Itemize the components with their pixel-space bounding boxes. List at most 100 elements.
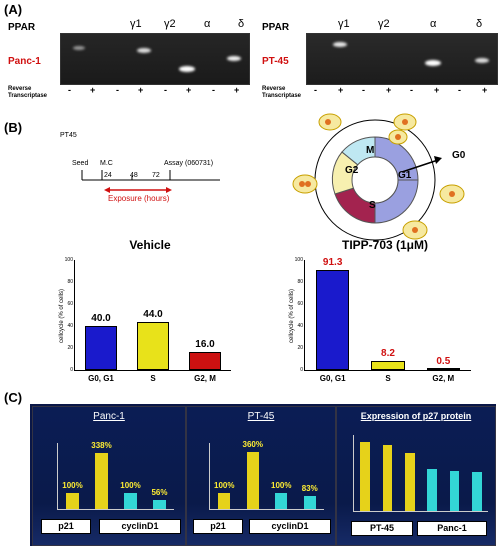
bar	[472, 472, 482, 511]
gel-band	[73, 46, 85, 50]
chart-title: TIPP-703 (1μM)	[341, 238, 429, 252]
bar-value-label: 8.2	[381, 347, 395, 359]
y-tick-label: 0	[300, 367, 303, 373]
chart-ylabel: cellcycle (% of cells)	[289, 289, 295, 344]
plot-area: 100 80 60 40 20 0 40.0 G0, G1 44.0 S 16.0 G2, M	[65, 257, 231, 383]
x-category-label: G2, M	[194, 374, 216, 383]
percent-label: 100%	[271, 481, 292, 491]
phase-s-label: S	[369, 200, 376, 211]
plot-area: 100 80 60 40 20 0 91.3 G0, G1 8.2 S 0.5 G2, M	[295, 257, 471, 383]
arrow-head-left-icon	[104, 187, 110, 193]
timeline-diagram	[81, 170, 220, 193]
rt-sign: +	[90, 85, 96, 95]
rt-sign: -	[410, 85, 413, 95]
bar	[316, 269, 350, 370]
bar	[303, 495, 316, 509]
phase-m-label: M	[366, 145, 375, 156]
rt-sign: +	[434, 85, 440, 95]
bar-value-label: 16.0	[195, 339, 215, 351]
y-tick-label: 40	[297, 323, 303, 329]
rt-sign: +	[138, 85, 144, 95]
p27-expression-panel: Expression of p27 protein PT-45 Panc-1	[336, 406, 496, 546]
y-tick-label: 60	[67, 301, 73, 307]
bar	[427, 468, 437, 511]
panel-title: Expression of p27 protein	[360, 411, 472, 421]
chart-ylabel: cellcycle (% of cells)	[59, 289, 65, 344]
isoform-label: γ1	[338, 18, 350, 30]
rt-sign: +	[234, 85, 240, 95]
bar	[189, 352, 221, 370]
rt-sign: +	[482, 85, 488, 95]
rt-label-line1: Reverse	[262, 86, 286, 92]
panel-b-label: (B)	[4, 120, 23, 135]
rt-sign: -	[116, 85, 119, 95]
bar	[95, 453, 108, 509]
y-tick-label: 20	[67, 345, 73, 351]
isoform-label: α	[430, 18, 437, 30]
gel-band	[425, 60, 441, 66]
timeline-cell-line: PT45	[60, 132, 77, 139]
g0-label: G0	[452, 150, 466, 161]
gel-band	[475, 58, 489, 63]
chart-tipp703: TIPP-703 (1μM) cellcycle (% of cells) 10…	[289, 238, 480, 388]
y-tick-label: 40	[67, 323, 73, 329]
bar	[360, 441, 370, 511]
x-category-label: S	[385, 374, 391, 383]
cycle-center	[351, 156, 399, 204]
y-tick-label: 20	[297, 345, 303, 351]
chart-vehicle: Vehicle cellcycle (% of cells) 100 80 60 40…	[59, 238, 240, 388]
y-tick-label: 0	[70, 367, 73, 373]
timeline-tick-label: 48	[130, 172, 138, 179]
timeline-assay: Assay (060731)	[164, 160, 214, 167]
ppar-header: PPAR	[8, 22, 36, 33]
bar	[405, 452, 415, 511]
rt-sign: +	[186, 85, 192, 95]
rt-label-line2: Transcriptase	[8, 93, 48, 99]
bar	[275, 493, 288, 509]
timeline-tick-label: 72	[152, 172, 160, 179]
gel-band	[333, 42, 347, 47]
gel-image-pt45	[306, 33, 498, 85]
percent-label: 338%	[91, 441, 112, 451]
y-tick-label: 60	[297, 301, 303, 307]
protein-box-label: p21	[193, 519, 243, 534]
bar	[85, 326, 117, 370]
bar	[137, 321, 169, 370]
bar	[66, 492, 79, 509]
arrow-head-right-icon	[166, 187, 172, 193]
nucleus-icon	[412, 227, 418, 233]
phase-g2-label: G2	[345, 165, 359, 176]
percent-label: 83%	[301, 483, 318, 493]
rt-sign: +	[338, 85, 344, 95]
percent-label: 360%	[242, 440, 263, 450]
isoform-label: γ2	[378, 18, 390, 30]
rt-sign: -	[362, 85, 365, 95]
rt-sign: -	[68, 85, 71, 95]
nucleus-icon	[299, 181, 305, 187]
bar	[382, 444, 393, 511]
y-tick-label: 100	[64, 257, 73, 263]
rt-sign: -	[458, 85, 461, 95]
y-tick-label: 80	[297, 279, 303, 285]
gel-image-panc1	[60, 33, 250, 85]
bar	[371, 360, 405, 370]
gel-band	[227, 56, 241, 61]
exposure-label: Exposure (hours)	[108, 194, 170, 203]
panel-title: PT-45	[247, 411, 275, 422]
plot-area	[353, 435, 488, 512]
plot-area: 100% 338% 100% 56%	[57, 441, 174, 510]
rt-sign: -	[314, 85, 317, 95]
rt-label: Reverse Transcriptase	[262, 86, 301, 100]
percent-label: 100%	[214, 481, 235, 491]
gel-panc1-figure: PPAR γ1 γ2 α δ Panc-1	[8, 18, 248, 102]
cell-cycle-diagram	[292, 113, 465, 241]
phase-g1-label: G1	[398, 170, 412, 181]
g0-arrow-head-icon	[434, 156, 442, 164]
timeline-tick-label: 24	[104, 172, 112, 179]
protein-box-label: cyclinD1	[249, 519, 331, 534]
protein-box-label: cyclinD1	[99, 519, 181, 534]
rt-label-line2: Transcriptase	[262, 93, 302, 99]
panel-title: Panc-1	[93, 411, 125, 422]
protein-box-label: p21	[41, 519, 91, 534]
bar	[449, 470, 460, 511]
